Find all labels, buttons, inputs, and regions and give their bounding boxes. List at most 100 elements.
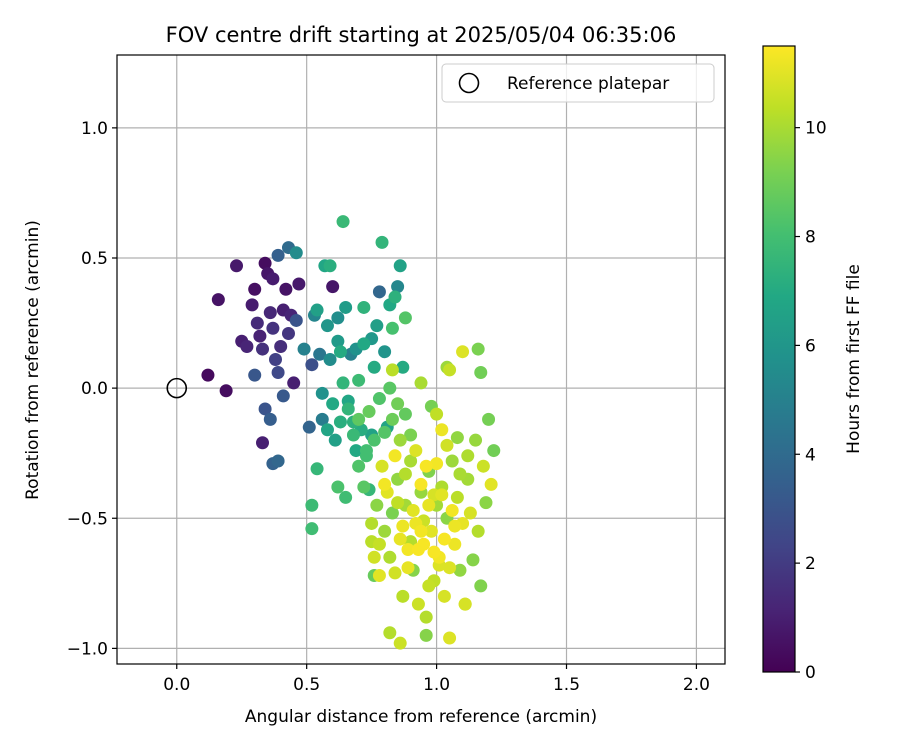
data-point xyxy=(404,428,418,442)
data-point xyxy=(336,376,350,390)
data-point xyxy=(458,597,472,611)
data-point xyxy=(287,376,301,390)
data-point xyxy=(320,319,334,333)
data-point xyxy=(336,215,350,229)
data-point xyxy=(359,444,373,458)
data-point xyxy=(450,490,464,504)
data-point xyxy=(310,462,324,476)
colorbar: 0 2 4 6 8 10 Hours from first FF file xyxy=(762,45,864,683)
data-point xyxy=(297,342,311,356)
data-point xyxy=(482,412,496,426)
y-axis-label: Rotation from reference (arcmin) xyxy=(23,220,43,500)
y-ticks: −1.0 −0.5 0.0 0.5 1.0 xyxy=(67,119,117,659)
data-point xyxy=(385,412,399,426)
data-point xyxy=(375,459,389,473)
data-point xyxy=(266,321,280,335)
data-point xyxy=(378,425,392,439)
data-point xyxy=(305,522,319,536)
data-point xyxy=(266,272,280,286)
data-point xyxy=(476,459,490,473)
data-point xyxy=(258,256,272,270)
data-point xyxy=(445,503,459,517)
data-point xyxy=(443,631,457,645)
y-tick-label: 1.0 xyxy=(81,119,108,139)
data-point xyxy=(391,397,405,411)
data-point xyxy=(388,566,402,580)
data-point xyxy=(430,407,444,421)
data-point xyxy=(258,402,272,416)
data-point xyxy=(479,496,493,510)
data-point xyxy=(240,339,254,353)
data-point xyxy=(352,412,366,426)
data-point xyxy=(326,280,340,294)
data-point xyxy=(331,480,345,494)
data-point xyxy=(271,248,285,262)
data-point xyxy=(248,368,262,382)
data-point xyxy=(323,353,337,366)
data-point xyxy=(440,438,454,452)
y-tick-label: 0.0 xyxy=(81,379,108,399)
data-point xyxy=(404,454,418,468)
data-point xyxy=(357,300,371,314)
data-point xyxy=(250,316,264,330)
data-point xyxy=(471,524,485,538)
x-ticks: 0.0 0.5 1.0 1.5 2.0 xyxy=(163,664,710,695)
data-point xyxy=(211,293,225,307)
data-point xyxy=(396,360,410,374)
data-point xyxy=(393,532,407,546)
data-point xyxy=(388,290,402,304)
data-point xyxy=(313,347,327,361)
colorbar-tick-label: 6 xyxy=(805,336,816,356)
x-axis-label: Angular distance from reference (arcmin) xyxy=(245,707,597,727)
data-point xyxy=(398,467,412,481)
data-point xyxy=(372,392,386,406)
data-point xyxy=(378,477,392,491)
data-point xyxy=(320,423,334,437)
data-point xyxy=(393,433,407,447)
data-point xyxy=(276,389,290,403)
x-tick-label: 0.0 xyxy=(163,675,190,695)
data-point xyxy=(422,498,436,512)
x-tick-label: 0.5 xyxy=(293,675,320,695)
data-point xyxy=(411,597,425,611)
data-point xyxy=(372,285,386,299)
data-point xyxy=(414,376,428,390)
data-point xyxy=(367,360,381,374)
data-point xyxy=(367,433,381,447)
data-point xyxy=(471,342,485,356)
data-point xyxy=(367,550,381,564)
colorbar-tick-label: 10 xyxy=(805,119,827,139)
data-point xyxy=(274,339,288,353)
data-point xyxy=(435,488,449,502)
data-point xyxy=(383,381,397,395)
data-points xyxy=(201,215,501,650)
data-point xyxy=(315,386,329,400)
data-point xyxy=(463,506,477,520)
data-point xyxy=(419,610,433,624)
plot-frame xyxy=(116,54,726,665)
data-point xyxy=(372,537,386,551)
legend-marker-circle-icon xyxy=(458,72,480,94)
data-point xyxy=(474,366,488,380)
y-tick-label: −0.5 xyxy=(67,509,108,529)
data-point xyxy=(263,306,277,320)
data-point xyxy=(424,524,438,538)
data-point xyxy=(409,444,423,458)
data-point xyxy=(279,282,293,296)
colorbar-tick-label: 2 xyxy=(805,554,816,574)
data-point xyxy=(448,537,462,551)
data-point xyxy=(256,436,270,450)
data-point xyxy=(346,428,360,442)
data-point xyxy=(406,503,420,517)
data-point xyxy=(289,313,303,327)
data-point xyxy=(323,259,337,273)
data-point xyxy=(385,506,399,520)
data-point xyxy=(339,300,353,314)
data-point xyxy=(385,321,399,335)
data-point xyxy=(331,311,345,325)
data-point xyxy=(263,412,277,426)
data-point xyxy=(445,454,459,468)
data-point xyxy=(443,561,457,575)
colorbar-tick-label: 8 xyxy=(805,228,816,248)
data-point xyxy=(328,433,342,447)
